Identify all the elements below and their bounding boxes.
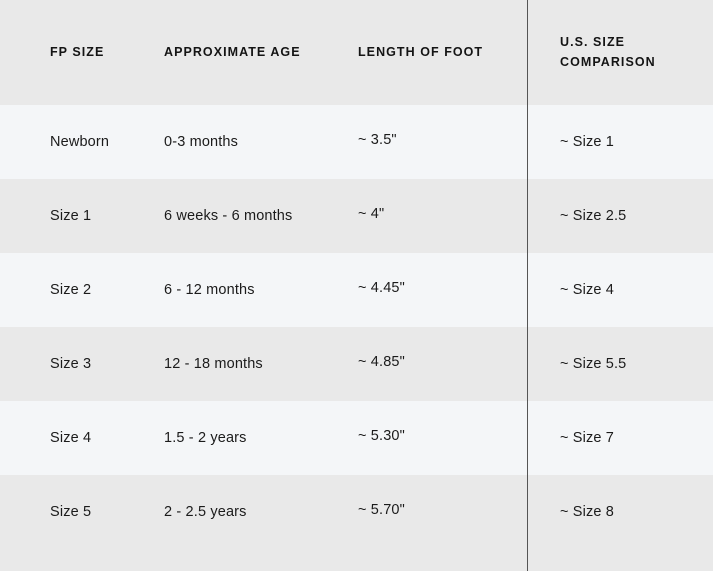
cell-length-of-foot: ~ 4.85" <box>358 354 405 370</box>
cell-fp-size: Size 4 <box>50 430 92 446</box>
table-row: Size 3 12 - 18 months ~ 4.85" ~ Size 5.5 <box>0 327 713 401</box>
cell-approximate-age: 6 weeks - 6 months <box>164 208 293 224</box>
cell-length-of-foot: ~ 4.45" <box>358 280 405 296</box>
cell-us-size-comparison: ~ Size 4 <box>560 282 614 298</box>
table-row: Size 4 1.5 - 2 years ~ 5.30" ~ Size 7 <box>0 401 713 475</box>
cell-length-of-foot: ~ 5.30" <box>358 428 405 444</box>
column-divider <box>527 0 528 571</box>
cell-approximate-age: 2 - 2.5 years <box>164 504 247 520</box>
cell-approximate-age: 0-3 months <box>164 134 239 150</box>
column-header-length-of-foot: LENGTH OF FOOT <box>358 44 484 59</box>
cell-length-of-foot: ~ 5.70" <box>358 502 405 518</box>
table-row: Newborn 0-3 months ~ 3.5" ~ Size 1 <box>0 105 713 179</box>
cell-fp-size: Size 1 <box>50 208 92 224</box>
cell-length-of-foot: ~ 4" <box>358 206 385 222</box>
cell-us-size-comparison: ~ Size 2.5 <box>560 208 627 224</box>
cell-fp-size: Size 3 <box>50 356 92 372</box>
column-header-us-size-comparison: U.S. SIZE COMPARISON <box>527 33 713 72</box>
cell-approximate-age: 12 - 18 months <box>164 356 263 372</box>
column-header-fp-size: FP SIZE <box>50 44 105 59</box>
cell-us-size-comparison: ~ Size 1 <box>560 134 614 150</box>
cell-us-size-comparison: ~ Size 7 <box>560 430 614 446</box>
column-header-us-size-comparison-line1: U.S. SIZE <box>560 35 626 50</box>
table-row: Size 2 6 - 12 months ~ 4.45" ~ Size 4 <box>0 253 713 327</box>
cell-fp-size: Newborn <box>50 134 110 150</box>
table-header-row: FP SIZE APPROXIMATE AGE LENGTH OF FOOT U… <box>0 0 713 105</box>
cell-fp-size: Size 5 <box>50 504 92 520</box>
cell-us-size-comparison: ~ Size 5.5 <box>560 356 627 372</box>
table-row: Size 5 2 - 2.5 years ~ 5.70" ~ Size 8 <box>0 475 713 571</box>
cell-us-size-comparison: ~ Size 8 <box>560 504 614 520</box>
cell-fp-size: Size 2 <box>50 282 92 298</box>
column-header-approximate-age: APPROXIMATE AGE <box>164 44 301 59</box>
cell-approximate-age: 1.5 - 2 years <box>164 430 247 446</box>
cell-length-of-foot: ~ 3.5" <box>358 132 397 148</box>
cell-approximate-age: 6 - 12 months <box>164 282 255 298</box>
table-row: Size 1 6 weeks - 6 months ~ 4" ~ Size 2.… <box>0 179 713 253</box>
column-header-us-size-comparison-line2: COMPARISON <box>560 54 656 69</box>
